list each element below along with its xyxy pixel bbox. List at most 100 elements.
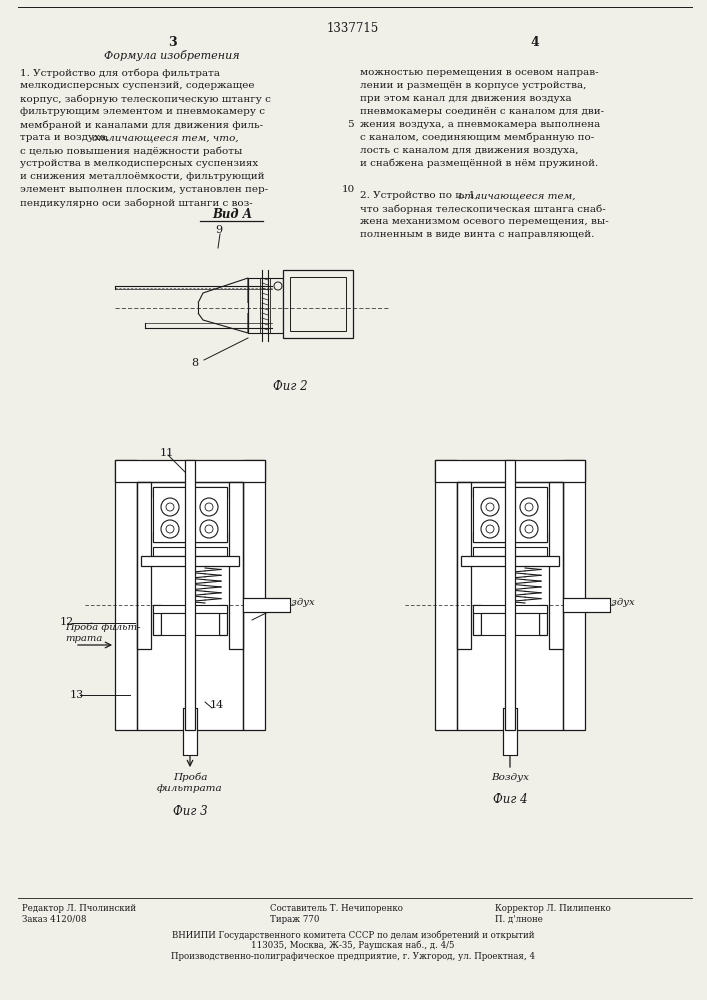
Bar	[153, 605, 227, 613]
Text: Проба
фильтрата: Проба фильтрата	[157, 773, 223, 793]
Text: Корректор Л. Пилипенко: Корректор Л. Пилипенко	[495, 904, 611, 913]
Bar	[563, 460, 585, 730]
Bar	[473, 605, 481, 635]
Circle shape	[200, 498, 218, 516]
Text: 12: 12	[60, 617, 74, 627]
Text: 14: 14	[210, 700, 224, 710]
Text: и снижения металлоёмкости, фильтрующий: и снижения металлоёмкости, фильтрующий	[20, 172, 264, 181]
Text: трата и воздуха,: трата и воздуха,	[20, 133, 112, 142]
Bar	[549, 482, 563, 649]
Bar	[512, 532, 547, 542]
Bar	[153, 547, 227, 556]
Circle shape	[481, 498, 499, 516]
Bar	[183, 708, 197, 755]
Bar	[512, 487, 547, 497]
Bar	[229, 482, 243, 649]
Text: полненным в виде винта с направляющей.: полненным в виде винта с направляющей.	[360, 230, 595, 239]
Circle shape	[525, 525, 533, 533]
Text: ВНИИПИ Государственного комитета СССР по делам изобретений и открытий: ВНИИПИ Государственного комитета СССР по…	[172, 930, 534, 940]
Bar	[457, 482, 563, 730]
Circle shape	[525, 503, 533, 511]
Bar	[153, 532, 188, 542]
Bar	[473, 547, 547, 556]
Circle shape	[166, 503, 174, 511]
Text: фильтрующим элементом и пневмокамеру с: фильтрующим элементом и пневмокамеру с	[20, 107, 265, 116]
Text: отличающееся тем, что,: отличающееся тем, что,	[92, 133, 239, 142]
Text: Вид А: Вид А	[212, 208, 252, 221]
Text: 1. Устройство для отбора фильтрата: 1. Устройство для отбора фильтрата	[20, 68, 220, 78]
Text: мелкодисперсных суспензий, содержащее: мелкодисперсных суспензий, содержащее	[20, 81, 255, 90]
Text: Проба фильт-
трата: Проба фильт- трата	[65, 623, 141, 643]
Text: Формула изобретения: Формула изобретения	[104, 50, 240, 61]
Bar	[185, 460, 195, 730]
Bar	[161, 613, 219, 635]
Text: Фиг 3: Фиг 3	[173, 805, 207, 818]
Text: устройства в мелкодисперсных суспензиях: устройства в мелкодисперсных суспензиях	[20, 159, 258, 168]
Bar	[243, 460, 265, 730]
Text: пневмокамеры соединён с каналом для дви-: пневмокамеры соединён с каналом для дви-	[360, 107, 604, 116]
Text: мембраной и каналами для движения филь-: мембраной и каналами для движения филь-	[20, 120, 263, 129]
Bar	[512, 487, 547, 542]
Text: Заказ 4120/08: Заказ 4120/08	[22, 915, 86, 924]
Text: Воздух: Воздух	[598, 598, 635, 607]
Bar	[283, 270, 353, 338]
Text: Производственно-полиграфическое предприятие, г. Ужгород, ул. Проектная, 4: Производственно-полиграфическое предприя…	[171, 952, 535, 961]
Circle shape	[486, 503, 494, 511]
Text: 10: 10	[341, 185, 355, 194]
Text: 2. Устройство по п. 1,: 2. Устройство по п. 1,	[360, 191, 481, 200]
Bar	[457, 482, 563, 730]
Circle shape	[520, 498, 538, 516]
Text: 5: 5	[346, 120, 354, 129]
Text: Редактор Л. Пчолинский: Редактор Л. Пчолинский	[22, 904, 136, 913]
Text: корпус, заборную телескопическую штангу с: корпус, заборную телескопическую штангу …	[20, 94, 271, 104]
Bar	[481, 613, 539, 635]
Bar	[539, 605, 547, 635]
Text: жения воздуха, а пневмокамера выполнена: жения воздуха, а пневмокамера выполнена	[360, 120, 600, 129]
Bar	[115, 460, 137, 730]
Bar	[435, 460, 457, 730]
Text: элемент выполнен плоским, установлен пер-: элемент выполнен плоским, установлен пер…	[20, 185, 268, 194]
Bar	[248, 278, 283, 333]
Text: 15: 15	[275, 600, 289, 610]
Text: с целью повышения надёжности работы: с целью повышения надёжности работы	[20, 146, 243, 155]
Bar	[473, 487, 508, 542]
Bar	[137, 482, 243, 730]
Bar	[243, 598, 290, 612]
Bar	[115, 460, 265, 482]
Text: можностью перемещения в осевом направ-: можностью перемещения в осевом направ-	[360, 68, 599, 77]
Text: 13: 13	[70, 690, 84, 700]
Circle shape	[205, 525, 213, 533]
Text: Составитель Т. Нечипоренко: Составитель Т. Нечипоренко	[270, 904, 403, 913]
Bar	[137, 482, 243, 730]
Text: что заборная телескопическая штанга снаб-: что заборная телескопическая штанга снаб…	[360, 204, 606, 214]
Text: пендикулярно оси заборной штанги с воз-: пендикулярно оси заборной штанги с воз-	[20, 198, 252, 208]
Text: отличающееся тем,: отличающееся тем,	[457, 191, 575, 200]
Text: Воздух: Воздух	[491, 773, 529, 782]
Text: Воздух: Воздух	[278, 598, 315, 607]
Bar	[435, 460, 585, 482]
Circle shape	[200, 520, 218, 538]
Bar	[473, 605, 547, 613]
Text: лении и размещён в корпусе устройства,: лении и размещён в корпусе устройства,	[360, 81, 586, 90]
Circle shape	[205, 503, 213, 511]
Circle shape	[161, 498, 179, 516]
Text: лость с каналом для движения воздуха,: лость с каналом для движения воздуха,	[360, 146, 578, 155]
Bar	[457, 482, 471, 649]
Bar	[192, 532, 227, 542]
Bar	[153, 605, 161, 635]
Bar	[153, 487, 188, 542]
Text: с каналом, соединяющим мембранную по-: с каналом, соединяющим мембранную по-	[360, 133, 595, 142]
Text: жена механизмом осевого перемещения, вы-: жена механизмом осевого перемещения, вы-	[360, 217, 609, 226]
Text: 11: 11	[160, 448, 174, 458]
Bar	[137, 482, 151, 649]
Bar	[192, 487, 227, 497]
Bar	[290, 277, 346, 331]
Text: 4: 4	[531, 36, 539, 49]
Text: Фиг 4: Фиг 4	[493, 793, 527, 806]
Bar	[153, 487, 188, 497]
Text: 1337715: 1337715	[327, 22, 379, 35]
Text: 8: 8	[192, 358, 199, 368]
Bar	[505, 460, 515, 730]
Circle shape	[486, 525, 494, 533]
Text: 3: 3	[168, 36, 176, 49]
